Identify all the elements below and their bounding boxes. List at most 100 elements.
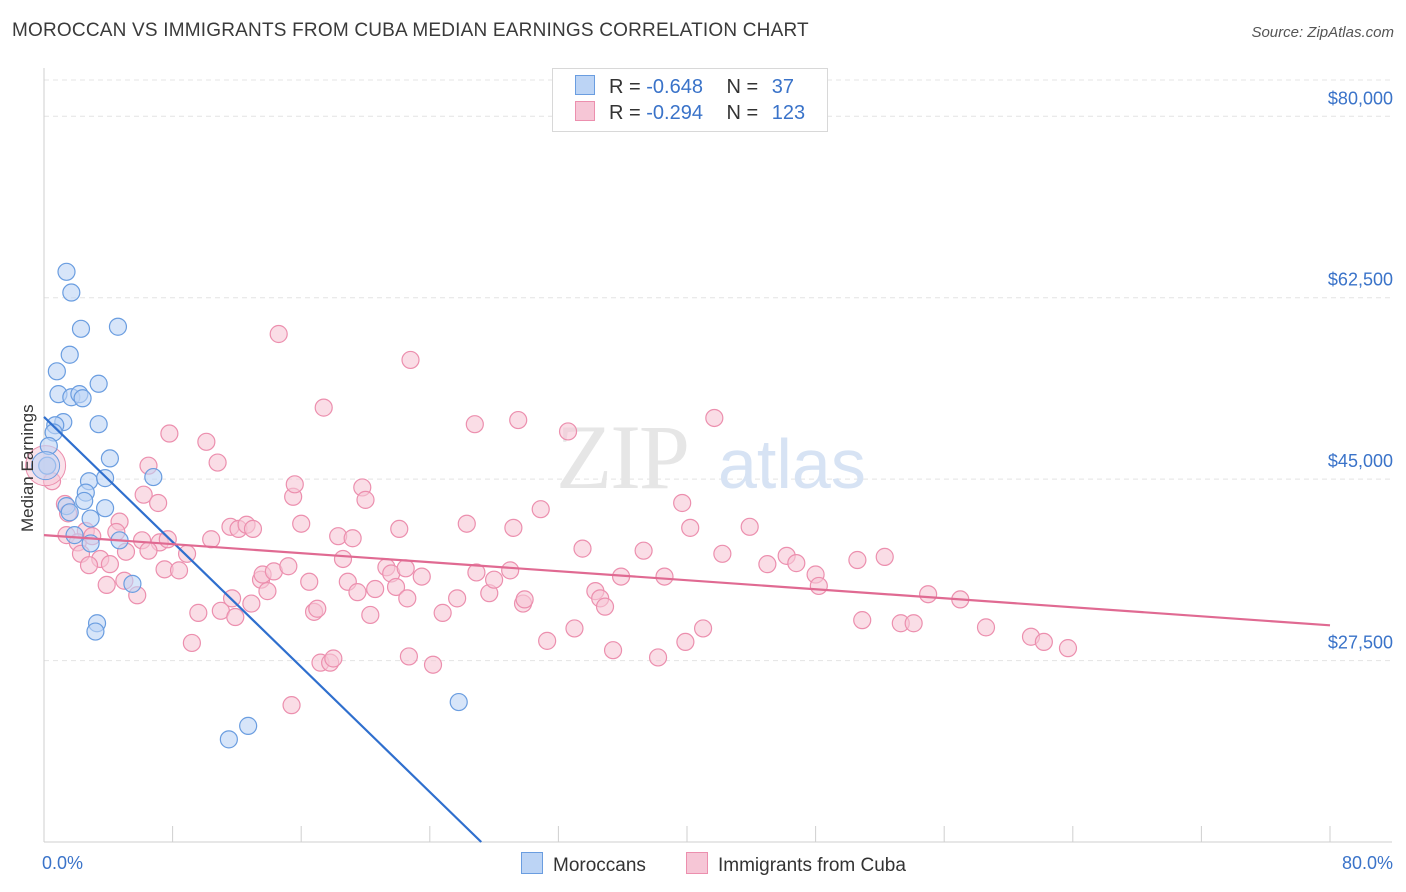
cuba-point [433,603,452,622]
cuba-point [595,597,615,616]
moroccans-point [57,262,76,281]
moroccans-point [449,692,468,712]
cuba-point [976,618,996,637]
moroccans-point [108,317,128,336]
cuba-point [285,475,304,494]
cuba-point [467,563,486,582]
cuba-point [396,559,415,578]
cuba-point [758,555,777,574]
bottom-legend-cuba: Immigrants from Cuba [686,852,906,877]
cuba-point [848,550,867,570]
legend-r-label: R = [609,76,641,98]
bottom-legend-swatch-cuba [686,852,708,874]
cuba-point [343,529,362,548]
cuba-point [853,611,872,630]
cuba-point [509,410,528,430]
cuba-point [292,514,311,533]
cuba-point [308,599,327,618]
cuba-point [258,582,277,601]
cuba-point [531,500,550,519]
legend-swatch-cuba [575,101,595,121]
moroccans-point [219,730,238,749]
cuba-point [538,631,557,650]
cuba-point [356,490,375,509]
cuba-point [448,589,467,608]
moroccans-point [75,491,94,511]
bottom-legend-swatch-moroccans [521,852,543,874]
cuba-point [485,570,504,589]
cuba-point [361,605,380,625]
cuba-point [501,561,520,580]
cuba-point [197,432,216,451]
chart-title: MOROCCAN VS IMMIGRANTS FROM CUBA MEDIAN … [12,20,809,41]
cuba-point [693,619,713,638]
cuba-point [465,415,484,434]
cuba-point [390,519,409,539]
watermark-atlas: atlas [718,425,866,503]
cuba-point [634,541,653,560]
cuba-point [100,555,120,574]
tick-labels: $27,500 $45,000 $62,500 $80,000 0.0% 80.0% [42,88,1393,873]
cuba-point [208,453,227,472]
cuba-point [139,541,158,560]
moroccans-point [60,503,79,522]
cuba-point [160,424,179,443]
legend-n-label: N = [726,76,759,98]
cuba-point [681,518,700,537]
cuba-point [705,408,724,428]
moroccans-point [89,374,108,393]
cuba-point [713,544,732,563]
cuba-point [386,577,406,597]
y-tick-label: $45,000 [1328,451,1393,471]
x-tick-label-max: 80.0% [1342,853,1393,873]
cuba-point [603,641,623,660]
legend-row-moroccans: R = -0.648 N = 37 [575,75,794,99]
cuba-point [269,324,288,344]
cuba-point [182,633,201,653]
moroccans-point [81,509,100,528]
watermark: ZIP atlas [556,406,866,508]
y-tick-label: $62,500 [1328,270,1393,290]
cuba-point [904,614,923,633]
series-moroccans-points [31,262,468,749]
legend-n-value: 37 [771,76,795,98]
moroccans-point [100,449,120,468]
cuba-point [279,557,298,576]
cuba-point [919,585,938,604]
cuba-point [457,514,476,533]
cuba-point [558,422,578,441]
cuba-point [787,554,806,573]
cuba-point [401,350,420,370]
legend-r-label: R = [609,102,641,124]
moroccans-point [95,469,115,488]
cuba-point [97,575,116,594]
cuba-point [282,696,301,715]
moroccans-point [86,622,105,641]
trend-lines [43,416,1331,843]
moroccans-point [47,362,66,381]
cuba-point [648,648,668,667]
cuba-point [226,607,245,627]
cuba-point [1058,639,1078,658]
cuba-point [324,649,343,668]
cuba-point [412,567,431,586]
cuba-point [348,583,367,602]
y-axis-label: Median Earnings [18,404,37,532]
source-label: Source: ZipAtlas.com [1251,24,1394,41]
y-tick-label: $80,000 [1328,88,1393,108]
bottom-legend-label-moroccans: Moroccans [553,855,646,876]
moroccans-point [123,574,142,593]
stats-legend: R = -0.648 N = 37 R = -0.294 N = 123 [552,68,828,132]
moroccans-point [239,716,258,735]
moroccans-point [73,389,92,408]
cuba-point [740,517,759,536]
cuba-point [504,518,523,537]
cuba-point [300,572,319,591]
legend-r-value: -0.648 [646,76,703,98]
cuba-point [1034,632,1053,652]
grid-layer [44,79,1392,662]
moroccans-point [71,319,91,338]
cuba-point [202,530,221,549]
cuba-point [243,519,263,539]
cuba-point [565,619,584,638]
